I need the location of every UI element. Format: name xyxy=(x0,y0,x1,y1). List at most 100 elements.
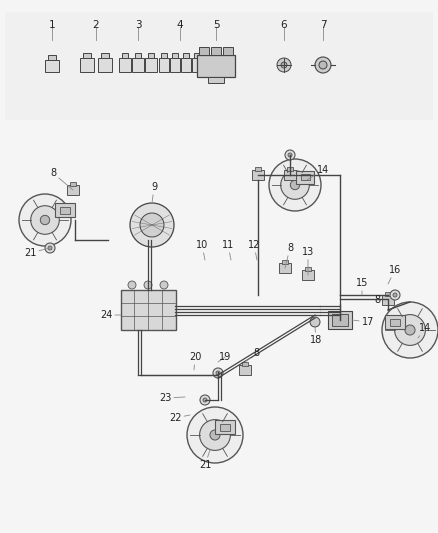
Bar xyxy=(208,77,224,83)
Text: 17: 17 xyxy=(352,317,374,327)
Circle shape xyxy=(382,302,438,358)
Text: 14: 14 xyxy=(307,165,329,180)
Text: 18: 18 xyxy=(310,327,322,345)
Text: 8: 8 xyxy=(285,243,293,268)
Bar xyxy=(135,53,141,58)
Bar xyxy=(83,53,91,58)
Bar xyxy=(148,53,154,58)
Bar xyxy=(215,420,235,434)
Circle shape xyxy=(390,290,400,300)
Circle shape xyxy=(216,371,220,375)
Circle shape xyxy=(310,317,320,327)
Bar xyxy=(301,174,310,180)
Bar xyxy=(101,53,109,58)
Bar xyxy=(282,260,288,264)
Bar xyxy=(159,58,169,72)
Circle shape xyxy=(393,293,397,297)
Circle shape xyxy=(19,194,71,246)
Bar xyxy=(80,58,94,72)
Text: 8: 8 xyxy=(245,348,259,362)
Circle shape xyxy=(277,58,291,72)
Bar xyxy=(45,60,59,72)
Circle shape xyxy=(40,215,49,225)
Circle shape xyxy=(285,150,295,160)
Text: 8: 8 xyxy=(50,168,73,190)
Text: 1: 1 xyxy=(49,20,55,30)
Bar xyxy=(287,167,293,171)
Bar xyxy=(385,292,391,296)
Text: 6: 6 xyxy=(281,20,287,30)
Bar xyxy=(199,47,209,55)
Text: 20: 20 xyxy=(189,352,201,370)
Bar xyxy=(382,295,394,305)
Text: 21: 21 xyxy=(199,450,211,470)
Bar xyxy=(284,170,296,180)
Bar xyxy=(122,53,128,58)
Bar xyxy=(145,58,157,72)
Circle shape xyxy=(405,325,415,335)
Bar xyxy=(197,55,235,77)
Bar xyxy=(332,314,348,326)
Bar xyxy=(170,58,180,72)
Circle shape xyxy=(128,281,136,289)
Text: 14: 14 xyxy=(418,323,431,338)
Circle shape xyxy=(281,62,287,68)
Circle shape xyxy=(269,159,321,211)
Circle shape xyxy=(288,153,292,157)
Bar xyxy=(160,53,166,58)
Circle shape xyxy=(45,243,55,253)
Circle shape xyxy=(395,314,425,345)
Circle shape xyxy=(130,203,174,247)
Bar xyxy=(67,185,79,195)
Bar xyxy=(60,207,70,214)
Text: 16: 16 xyxy=(388,265,401,284)
Circle shape xyxy=(203,398,207,402)
Bar xyxy=(242,362,248,366)
Text: 12: 12 xyxy=(248,240,260,260)
Text: 8: 8 xyxy=(374,295,380,305)
Text: 2: 2 xyxy=(93,20,99,30)
Bar xyxy=(194,53,199,58)
Circle shape xyxy=(187,407,243,463)
Text: 19: 19 xyxy=(218,352,231,362)
Bar xyxy=(223,47,233,55)
Bar xyxy=(180,58,191,72)
Bar xyxy=(132,58,144,72)
Text: 22: 22 xyxy=(169,413,190,423)
Circle shape xyxy=(31,206,59,235)
Bar xyxy=(252,170,264,180)
Bar xyxy=(305,267,311,271)
Bar xyxy=(5,12,433,120)
Text: 15: 15 xyxy=(356,278,368,295)
Bar xyxy=(121,290,176,330)
Text: 5: 5 xyxy=(213,20,219,30)
Circle shape xyxy=(213,368,223,378)
Bar xyxy=(55,203,75,217)
Bar xyxy=(279,263,291,273)
Bar xyxy=(70,182,76,186)
Bar xyxy=(255,167,261,171)
Text: 11: 11 xyxy=(222,240,234,260)
Bar xyxy=(183,53,188,58)
Text: 7: 7 xyxy=(320,20,326,30)
Bar xyxy=(211,47,221,55)
Bar xyxy=(385,315,405,329)
Circle shape xyxy=(48,246,52,250)
Circle shape xyxy=(290,180,300,190)
Text: 3: 3 xyxy=(135,20,141,30)
Text: 4: 4 xyxy=(177,20,184,30)
Circle shape xyxy=(210,430,220,440)
Bar xyxy=(48,55,56,60)
Bar xyxy=(191,58,201,72)
Text: 10: 10 xyxy=(196,240,208,260)
Text: 21: 21 xyxy=(24,248,50,258)
Bar xyxy=(119,58,131,72)
Bar xyxy=(220,424,230,431)
Circle shape xyxy=(160,281,168,289)
Bar xyxy=(390,319,400,326)
Bar xyxy=(239,365,251,375)
Text: 13: 13 xyxy=(302,247,314,275)
Text: 24: 24 xyxy=(100,310,121,320)
Bar xyxy=(328,311,352,329)
Bar xyxy=(296,171,314,184)
